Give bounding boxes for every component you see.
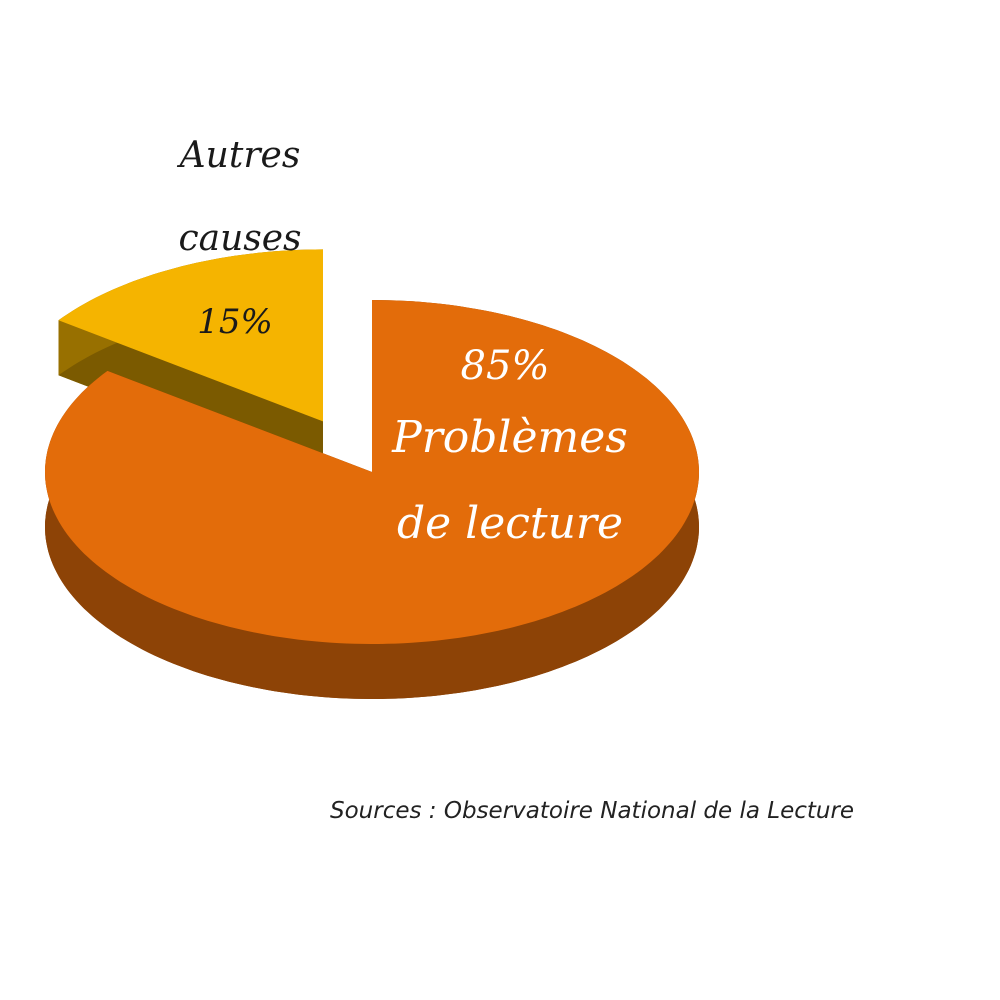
slice-label: Problèmes de lecture: [392, 412, 628, 549]
value-label: 15%: [197, 302, 273, 342]
slice-label: Autres causes: [178, 135, 302, 259]
value-label: 85%: [460, 343, 550, 389]
slice: [45, 300, 699, 644]
source-note: Sources : Observatoire National de la Le…: [330, 798, 855, 824]
slice: [58, 249, 323, 422]
